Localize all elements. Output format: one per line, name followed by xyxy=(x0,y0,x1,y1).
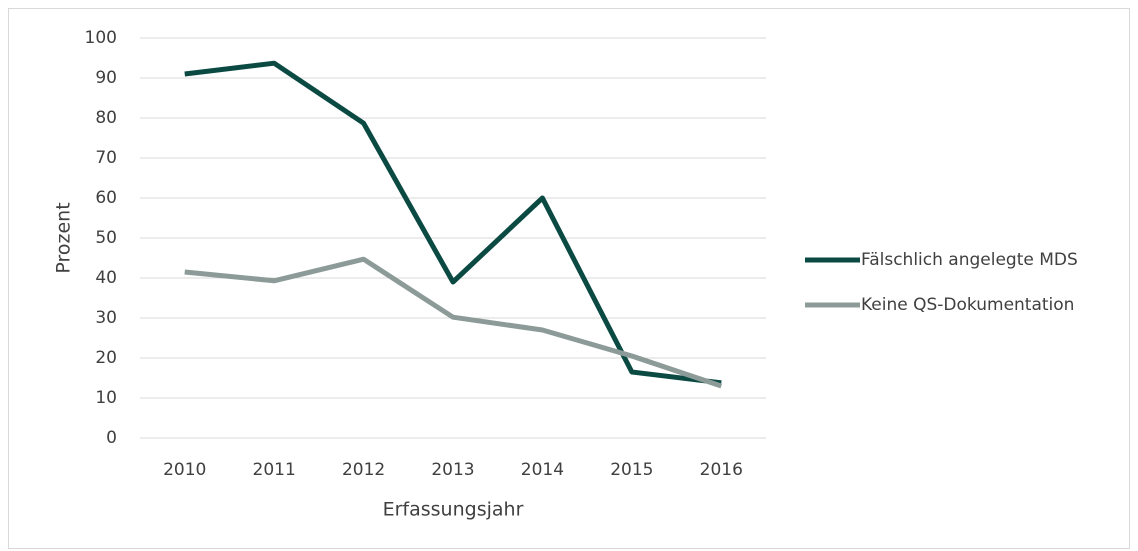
y-tick-label: 70 xyxy=(95,148,117,168)
x-tick-label: 2014 xyxy=(521,460,564,480)
x-axis-label: Erfassungsjahr xyxy=(383,499,524,521)
y-tick-label: 0 xyxy=(106,428,117,448)
y-tick-label: 100 xyxy=(85,28,117,48)
y-tick-label: 50 xyxy=(95,228,117,248)
series-line xyxy=(184,60,722,386)
x-tick-label: 2012 xyxy=(342,460,385,480)
series-line xyxy=(184,256,723,389)
legend-label: Fälschlich angelegte MDS xyxy=(861,250,1078,270)
y-tick-label: 40 xyxy=(95,268,117,288)
x-tick-label: 2010 xyxy=(163,460,206,480)
x-tick-label: 2015 xyxy=(610,460,653,480)
x-tick-label: 2013 xyxy=(431,460,474,480)
y-tick-label: 80 xyxy=(95,108,117,128)
legend-label: Keine QS-Dokumentation xyxy=(861,295,1074,315)
y-tick-label: 10 xyxy=(95,388,117,408)
y-tick-label: 20 xyxy=(95,348,117,368)
y-tick-label: 30 xyxy=(95,308,117,328)
y-tick-label: 90 xyxy=(95,68,117,88)
y-axis-label: Prozent xyxy=(53,202,75,273)
x-tick-label: 2016 xyxy=(700,460,743,480)
y-tick-label: 60 xyxy=(95,188,117,208)
x-tick-label: 2011 xyxy=(253,460,296,480)
